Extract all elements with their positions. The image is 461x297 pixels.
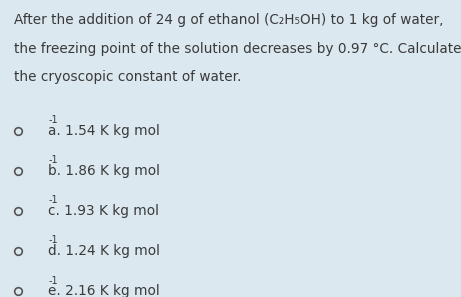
Text: b. 1.86 K kg mol: b. 1.86 K kg mol (48, 164, 160, 178)
Text: the cryoscopic constant of water.: the cryoscopic constant of water. (14, 70, 241, 84)
Text: -1: -1 (48, 115, 58, 125)
Text: the freezing point of the solution decreases by 0.97 °C. Calculate: the freezing point of the solution decre… (14, 42, 461, 56)
Text: -1: -1 (48, 276, 58, 285)
Text: -1: -1 (48, 236, 58, 245)
Text: -1: -1 (48, 155, 58, 165)
Text: a. 1.54 K kg mol: a. 1.54 K kg mol (48, 124, 160, 138)
Text: After the addition of 24 g of ethanol (C₂H₅OH) to 1 kg of water,: After the addition of 24 g of ethanol (C… (14, 13, 443, 27)
Text: c. 1.93 K kg mol: c. 1.93 K kg mol (48, 204, 160, 218)
Text: -1: -1 (48, 195, 58, 205)
Text: e. 2.16 K kg mol: e. 2.16 K kg mol (48, 284, 160, 297)
Text: d. 1.24 K kg mol: d. 1.24 K kg mol (48, 244, 160, 258)
